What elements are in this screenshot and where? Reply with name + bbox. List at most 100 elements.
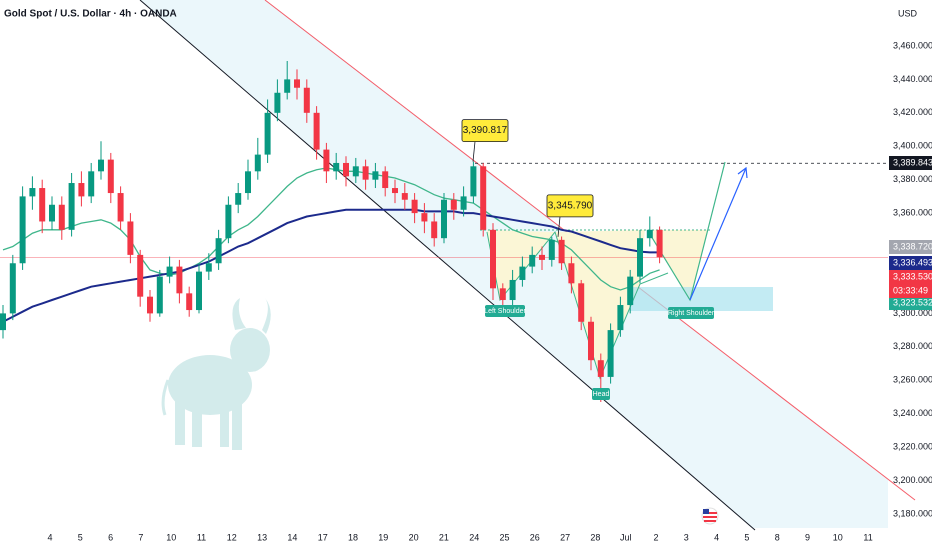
candle-body	[548, 239, 555, 260]
price-label-box	[889, 256, 932, 270]
x-tick-label: 14	[287, 532, 297, 542]
x-tick-label: 26	[530, 532, 540, 542]
candle-body	[58, 204, 65, 230]
candle-body	[333, 162, 340, 172]
y-tick-label: 3,200.000	[893, 475, 932, 485]
x-tick-label: 10	[166, 532, 176, 542]
candle-body	[627, 276, 634, 306]
candle-body	[39, 188, 46, 222]
projection-arrow	[689, 167, 747, 301]
x-tick-label: 21	[439, 532, 449, 542]
x-tick-label: 11	[863, 532, 872, 542]
price-label: 3,333.530	[893, 271, 932, 281]
x-tick-label: 8	[775, 532, 780, 542]
channel-lower-line	[139, 0, 756, 531]
candle-body	[362, 166, 369, 180]
candle-body	[166, 266, 173, 277]
candle-body	[490, 229, 496, 289]
candle-body	[392, 188, 398, 194]
y-tick-label: 3,240.000	[893, 408, 932, 418]
candle-body	[470, 166, 477, 197]
candle-body	[343, 162, 349, 177]
candle-body	[597, 360, 604, 377]
peak-label-box	[546, 194, 594, 218]
y-tick-label: 3,280.000	[893, 341, 932, 351]
y-tick-label: 3,220.000	[893, 441, 932, 451]
candle-body	[98, 159, 104, 172]
candle-body	[352, 166, 359, 177]
chart-title: Gold Spot / U.S. Dollar · 4h · OANDA	[4, 9, 177, 20]
candle-body	[156, 276, 163, 314]
candle-body	[431, 221, 438, 239]
x-tick-label: 5	[78, 532, 83, 542]
currency: USD	[898, 8, 918, 18]
candle-body	[264, 112, 271, 155]
pattern-line	[486, 230, 669, 380]
candle-body	[0, 313, 6, 331]
candle-body	[254, 154, 261, 172]
x-tick-label: 5	[744, 532, 749, 542]
candle-body	[107, 159, 114, 194]
peak-label-pointer	[472, 141, 476, 162]
pattern-label-box	[485, 305, 525, 317]
candle-body	[480, 166, 487, 230]
candle-body	[509, 279, 516, 301]
x-tick-label: 9	[805, 532, 810, 542]
price-label: 3,336.493	[893, 257, 932, 267]
candle-body	[558, 239, 565, 264]
x-tick-label: 4	[714, 532, 719, 542]
candle-body	[205, 263, 212, 272]
price-label-box	[889, 296, 932, 310]
candle-body	[303, 87, 310, 113]
x-tick-label: 11	[197, 532, 206, 542]
y-tick-label: 3,380.000	[893, 174, 932, 184]
candle-body	[382, 171, 389, 189]
candle-body	[529, 254, 536, 267]
x-tick-label: 3	[684, 532, 689, 542]
candle-body	[137, 254, 144, 297]
candle-body	[401, 193, 408, 200]
candle-body	[411, 199, 418, 214]
candle-body	[539, 254, 545, 260]
candle-body	[127, 221, 134, 255]
x-tick-label: 10	[833, 532, 843, 542]
candle-body	[235, 193, 242, 205]
arrow-head	[737, 166, 748, 179]
candle-body	[176, 266, 183, 294]
candle-body	[460, 196, 467, 210]
candle-body	[588, 321, 594, 361]
candle-body	[313, 112, 320, 150]
y-tick-label: 3,360.000	[893, 207, 932, 217]
price-label-box	[889, 240, 932, 254]
candle-body	[568, 263, 575, 284]
price-label-box	[889, 270, 932, 284]
peak-label-box	[461, 119, 509, 143]
x-tick-label: 25	[499, 532, 509, 542]
x-tick-label: 18	[348, 532, 358, 542]
x-tick-label: 24	[469, 532, 479, 542]
candle-body	[656, 229, 663, 258]
candle-body	[284, 79, 291, 93]
candle-body	[372, 171, 379, 180]
candle-body	[421, 213, 428, 222]
candle-body	[147, 296, 153, 314]
candle-body	[88, 171, 95, 197]
pattern-fill	[648, 230, 708, 300]
candle-body	[274, 92, 281, 113]
candle-body	[225, 204, 232, 239]
candle-body	[607, 330, 614, 377]
candle-body	[19, 196, 26, 264]
countdown: 03:33:49	[893, 285, 928, 295]
y-tick-label: 3,420.000	[893, 107, 932, 117]
peak-label: 3,345.790	[548, 201, 593, 212]
candle-body	[9, 263, 16, 314]
pattern-fill	[555, 230, 645, 375]
y-tick-label: 3,300.000	[893, 308, 932, 318]
candle-body	[49, 204, 55, 222]
pattern-label-box	[592, 388, 610, 400]
y-tick-label: 3,440.000	[893, 74, 932, 84]
candle-body	[323, 149, 330, 172]
pattern-label: Left Shoulder	[484, 308, 526, 315]
